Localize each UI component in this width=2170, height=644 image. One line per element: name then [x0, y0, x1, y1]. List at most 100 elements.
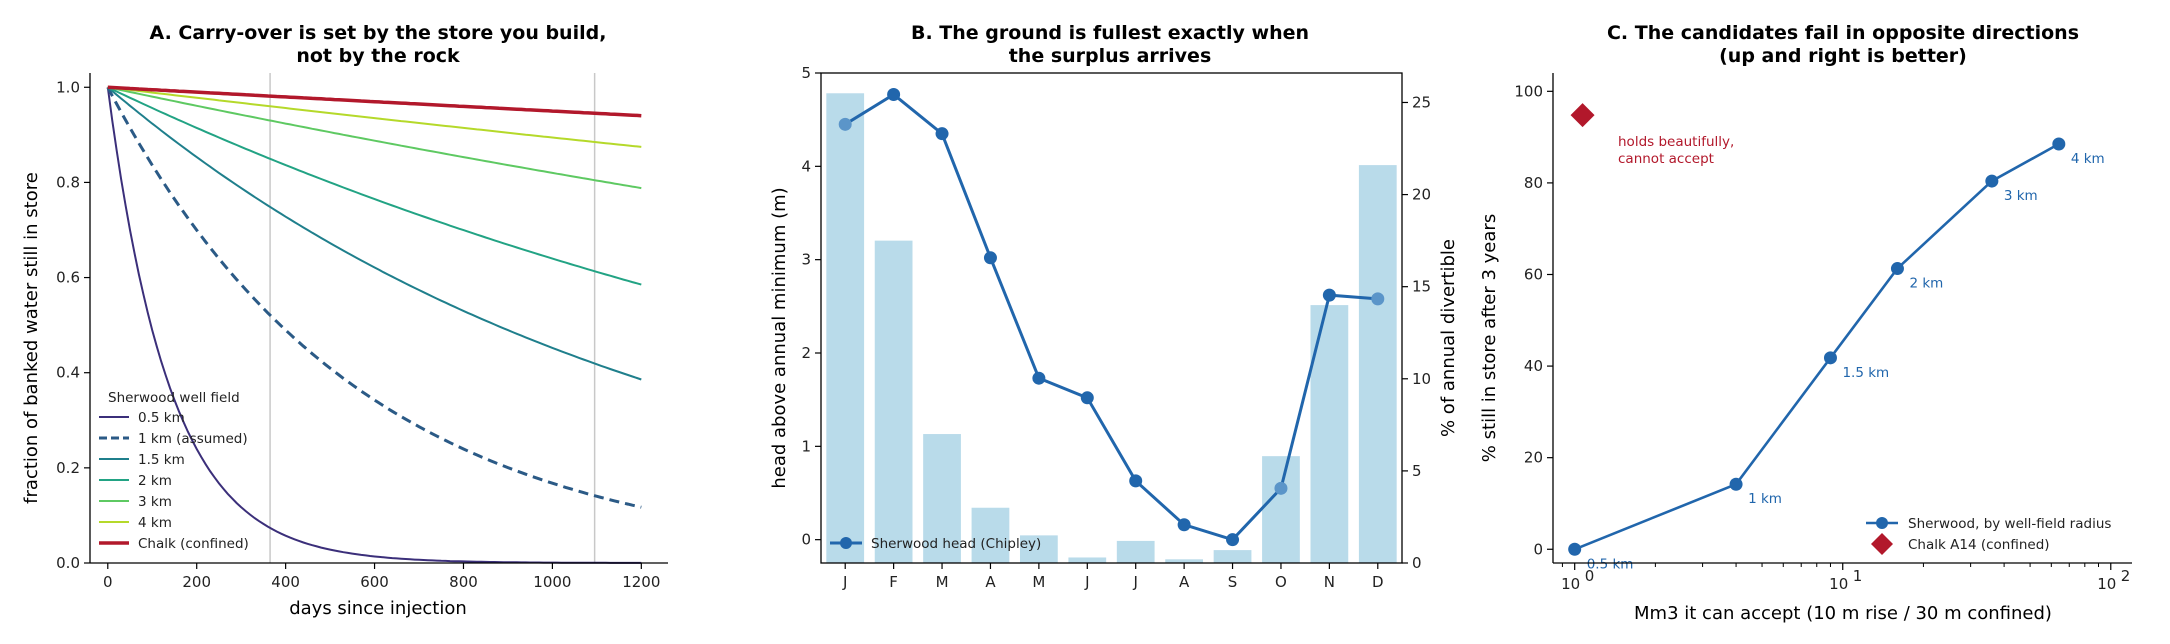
panel-c: C. The candidates fail in opposite direc… — [1479, 22, 2132, 624]
head-point-j-0 — [838, 117, 852, 131]
panel-c-title-line2: (up and right is better) — [1719, 45, 1967, 67]
panel-c-title: C. The candidates fail in opposite direc… — [1607, 22, 2079, 44]
b-x-tick-label-1: F — [889, 573, 898, 591]
head-point-m-2 — [935, 127, 949, 141]
x-tick-label-0: 0 — [103, 573, 113, 591]
c-x-tick-exponent-10: 1 — [1853, 567, 1863, 585]
c-x-tick-exponent-1: 0 — [1585, 567, 1595, 585]
c-legend-swatch-marker — [1876, 517, 1888, 529]
c-x-tick-label-10: 10 — [1829, 575, 1848, 593]
panel-c-xlabel: Mm3 it can accept (10 m rise / 30 m conf… — [1634, 603, 2052, 624]
panel-b-title-line2: the surplus arrives — [1009, 45, 1212, 67]
bar-j-6 — [1116, 540, 1155, 563]
b-x-tick-label-2: M — [936, 573, 949, 591]
panel-c-ylabel: % still in store after 3 years — [1479, 214, 1500, 462]
b-yl-tick-label-4: 4 — [801, 157, 811, 175]
panel-a-title: A. Carry-over is set by the store you bu… — [150, 22, 607, 44]
sherwood-point-label-4-km: 4 km — [2071, 151, 2105, 167]
head-point-j-6 — [1129, 474, 1143, 488]
chalk-annotation-line1: holds beautifully, — [1618, 134, 1734, 150]
panel-b-frame — [820, 72, 1403, 564]
x-tick-label-600: 600 — [360, 573, 389, 591]
y-tick-label-0.2: 0.2 — [56, 459, 80, 477]
panel-a-legend-title: Sherwood well field — [108, 390, 240, 406]
panel-b: B. The ground is fullest exactly when th… — [769, 22, 1459, 591]
panel-a-xlabel: days since injection — [289, 598, 467, 619]
sherwood-point-label-2-km: 2 km — [1909, 276, 1943, 292]
legend-label-chalk-confined: Chalk (confined) — [138, 536, 249, 552]
panel-a-axes: 0 200 400 600 800 1000 1200 0.0 0.2 0.4 0.6 0.8 1.0 — [56, 73, 668, 591]
y-tick-label-0.8: 0.8 — [56, 173, 80, 191]
sherwood-point-label-1-5-km: 1.5 km — [1842, 365, 1889, 381]
panel-c-legend-sherwood: Sherwood, by well-field radius — [1908, 516, 2111, 532]
c-y-tick-label-40: 40 — [1524, 357, 1543, 375]
head-point-d-11 — [1371, 292, 1385, 306]
panel-a-legend: Sherwood well field 0.5 km 1 km (assumed)… — [99, 390, 249, 552]
head-point-j-5 — [1080, 391, 1094, 405]
series-line-chalk-confined — [107, 85, 642, 118]
bar-o-9 — [1262, 456, 1300, 563]
panel-b-bars — [826, 93, 1397, 564]
panel-b-ylabel-right: % of annual divertible — [1438, 239, 1459, 437]
panel-c-data: 0.5 km 1 km 1.5 km 2 km 3 km 4 km — [1568, 103, 2105, 572]
c-x-tick-label-1: 10 — [1561, 575, 1580, 593]
b-x-tick-label-7: A — [1179, 573, 1190, 591]
x-tick-label-400: 400 — [271, 573, 300, 591]
panel-c-legend-chalk: Chalk A14 (confined) — [1908, 537, 2050, 553]
c-legend-swatch-diamond — [1871, 533, 1893, 555]
chalk-point — [1570, 103, 1595, 128]
b-x-tick-label-4: M — [1032, 573, 1045, 591]
c-y-tick-label-0: 0 — [1533, 540, 1543, 558]
panel-a-vlines — [269, 73, 596, 563]
sherwood-point-1-5-km — [1823, 351, 1837, 365]
panel-b-legend-label: Sherwood head (Chipley) — [871, 536, 1041, 552]
b-yl-tick-label-3: 3 — [801, 251, 811, 269]
bar-j-5 — [1068, 557, 1107, 563]
x-tick-label-1000: 1000 — [533, 573, 571, 591]
c-y-tick-label-20: 20 — [1524, 449, 1543, 467]
b-x-tick-label-9: O — [1275, 573, 1287, 591]
bar-j-0 — [826, 93, 865, 564]
head-point-n-10 — [1322, 288, 1336, 302]
b-x-tick-label-3: A — [985, 573, 996, 591]
b-yl-tick-label-5: 5 — [801, 64, 811, 82]
head-point-o-9 — [1274, 481, 1288, 495]
panel-b-ylabel-left: head above annual minimum (m) — [769, 187, 790, 488]
b-legend-swatch-marker — [840, 537, 852, 549]
series-line-2-km — [107, 86, 642, 286]
legend-label-1-5-km: 1.5 km — [138, 452, 185, 468]
series-line-4-km — [107, 86, 642, 148]
b-yr-tick-label-20: 20 — [1412, 186, 1431, 204]
y-tick-label-0.6: 0.6 — [56, 269, 80, 287]
series-line-0-5-km — [106, 87, 642, 564]
bar-f-1 — [874, 240, 913, 563]
legend-label-1-km-assumed: 1 km (assumed) — [138, 431, 248, 447]
bar-m-4 — [1019, 535, 1058, 563]
x-tick-label-1200: 1200 — [622, 573, 660, 591]
sherwood-point-4-km — [2052, 137, 2066, 151]
head-point-s-8 — [1226, 533, 1240, 547]
panel-a-series-lines — [106, 85, 642, 564]
y-tick-label-1.0: 1.0 — [56, 78, 80, 96]
panel-a-title-line2: not by the rock — [296, 45, 460, 67]
head-point-a-3 — [983, 251, 997, 265]
sherwood-point-label-0-5-km: 0.5 km — [1587, 556, 1634, 572]
c-x-tick-exponent-100: 2 — [2121, 567, 2131, 585]
bar-s-8 — [1213, 550, 1252, 563]
bar-d-11 — [1358, 165, 1397, 563]
legend-label-0-5-km: 0.5 km — [138, 410, 185, 426]
legend-label-4-km: 4 km — [138, 515, 172, 531]
c-y-tick-label-80: 80 — [1524, 174, 1543, 192]
panel-b-title: B. The ground is fullest exactly when — [911, 22, 1309, 44]
b-x-tick-label-5: J — [1084, 573, 1089, 591]
legend-label-2-km: 2 km — [138, 473, 172, 489]
series-line-1-km-assumed — [106, 86, 642, 509]
b-x-tick-label-6: J — [1132, 573, 1137, 591]
c-y-tick-label-100: 100 — [1514, 82, 1543, 100]
bar-a-3 — [971, 507, 1010, 563]
sherwood-series-line — [1574, 142, 2060, 551]
y-tick-label-0.4: 0.4 — [56, 364, 80, 382]
series-line-3-km — [107, 86, 642, 190]
b-x-tick-label-10: N — [1324, 573, 1335, 591]
